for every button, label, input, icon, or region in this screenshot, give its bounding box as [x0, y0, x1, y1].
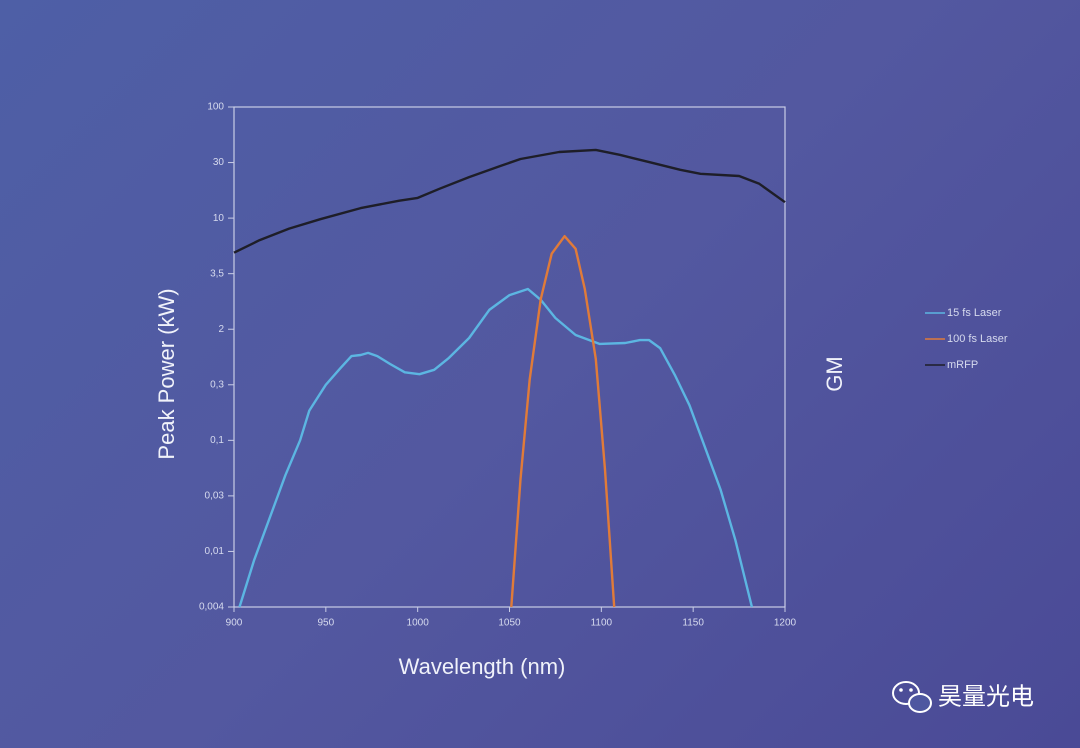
x-tick-label: 900	[226, 618, 243, 629]
y-axis-title: Peak Power (kW)	[154, 288, 179, 459]
series-line	[238, 287, 754, 608]
legend-label: 15 fs Laser	[947, 307, 1002, 319]
x-tick-label: 1050	[498, 618, 521, 629]
x-tick-label: 1000	[407, 618, 430, 629]
y-tick-label: 2	[218, 324, 224, 335]
y-tick-label: 0,1	[210, 435, 224, 446]
x-tick-label: 950	[317, 618, 334, 629]
y-tick-label: 0,03	[205, 491, 225, 502]
legend-label: mRFP	[947, 359, 978, 371]
y-tick-label: 0,3	[210, 379, 224, 390]
y-tick-label: 100	[207, 102, 224, 113]
watermark: 昊量光电	[938, 683, 1034, 710]
y-tick-label: 0,004	[199, 602, 224, 613]
x-tick-label: 1100	[591, 618, 613, 629]
y-tick-label: 3,5	[210, 268, 224, 279]
x-axis-title: Wavelength (nm)	[399, 654, 566, 679]
series-line	[233, 148, 786, 254]
series-line	[510, 235, 616, 608]
x-tick-label: 1200	[774, 618, 797, 629]
y-tick-label: 0,01	[205, 546, 225, 557]
legend-label: 100 fs Laser	[947, 333, 1008, 345]
y-tick-label: 10	[213, 213, 225, 224]
plot-frame	[233, 106, 786, 608]
y2-axis-title: GM	[822, 356, 847, 391]
x-tick-label: 1150	[682, 618, 704, 629]
y-tick-label: 30	[213, 157, 225, 168]
wechat-icon	[892, 681, 932, 713]
